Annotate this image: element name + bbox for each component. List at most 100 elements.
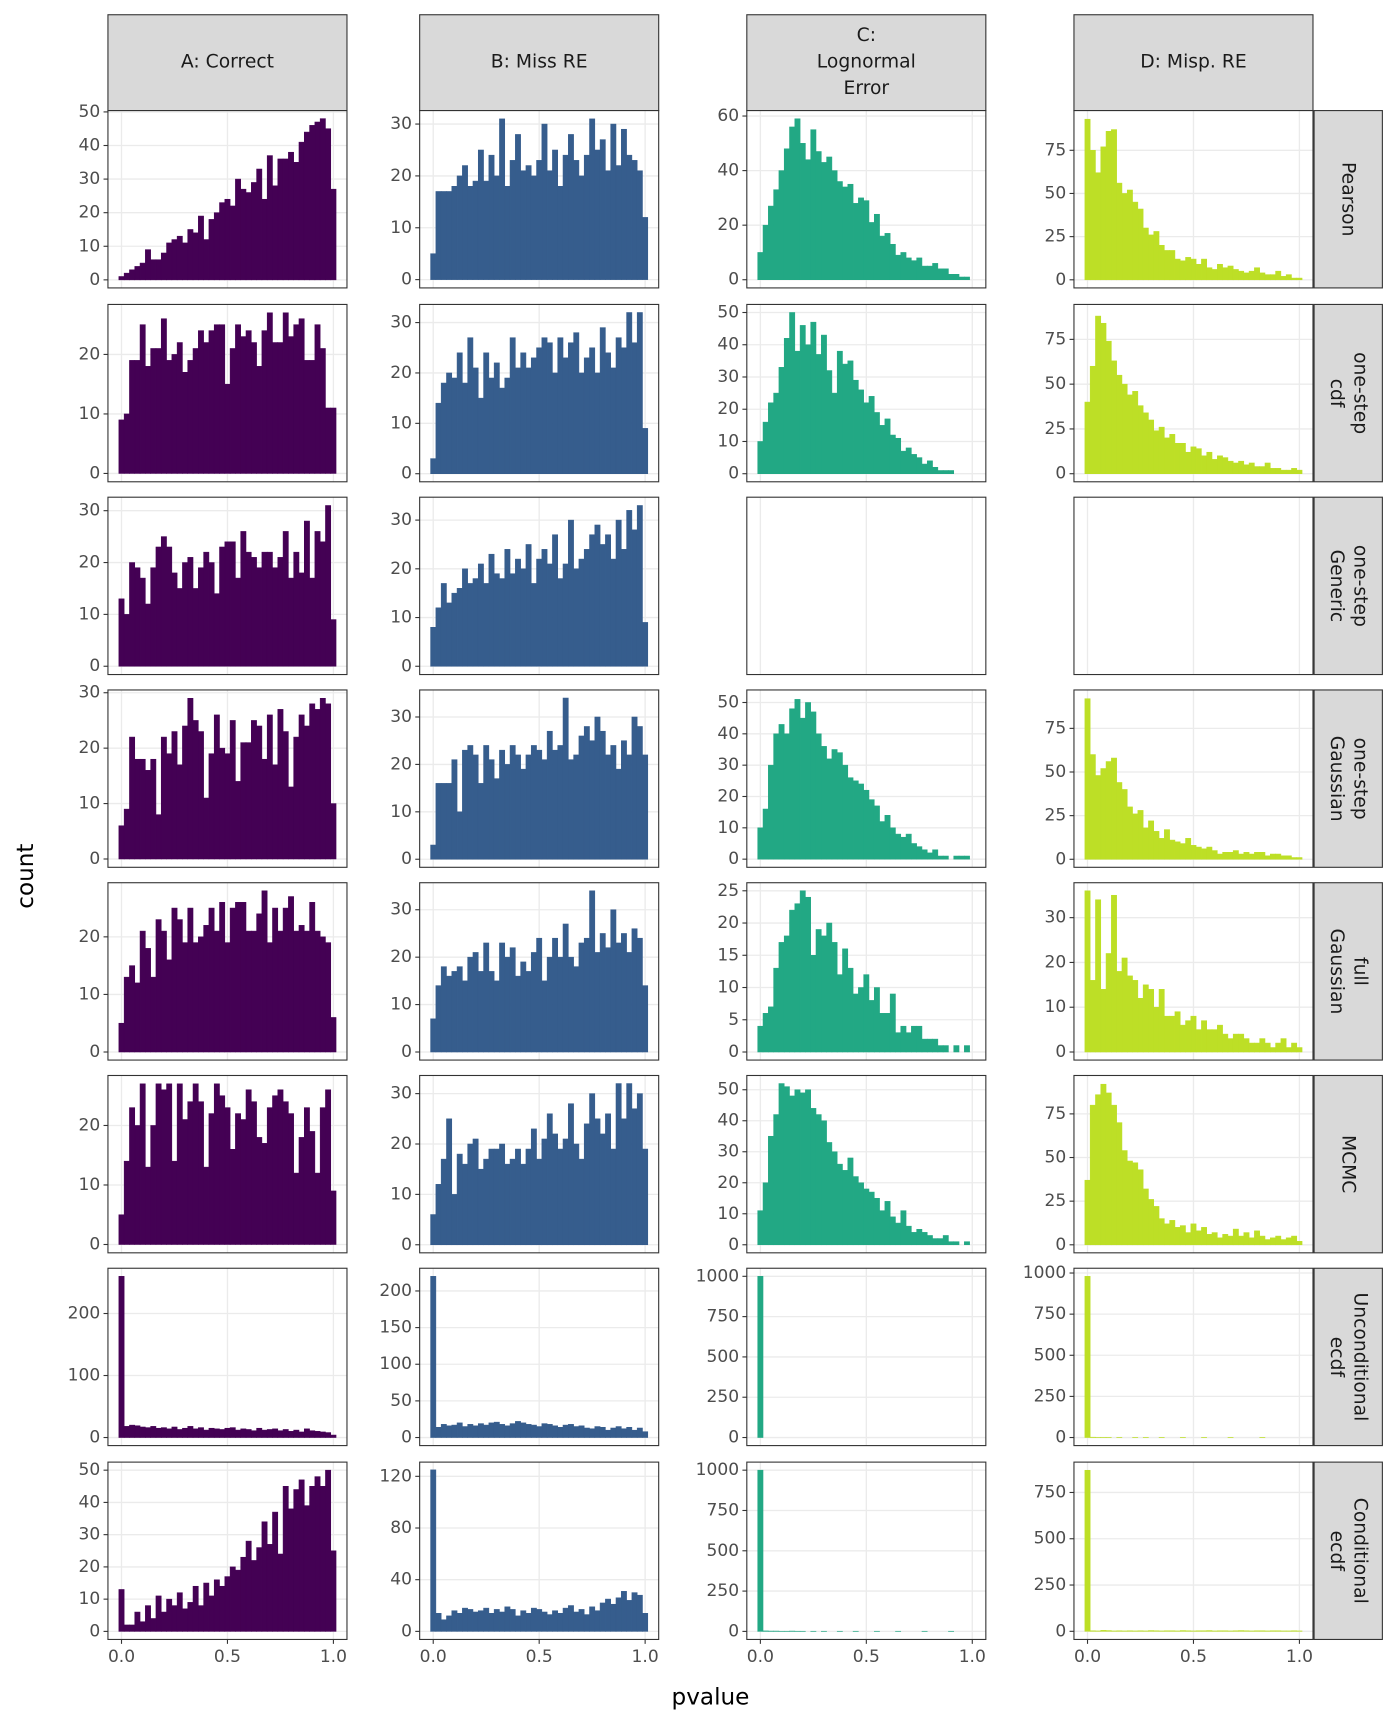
histogram-bar — [1280, 1239, 1287, 1246]
histogram-bar — [1137, 1169, 1144, 1246]
histogram-bar — [621, 1591, 627, 1632]
histogram-bar — [541, 759, 548, 860]
histogram-bar — [562, 923, 569, 1053]
y-tick-label: 30 — [390, 900, 412, 920]
histogram-bar — [198, 215, 204, 281]
histogram-bar — [139, 324, 146, 474]
panel-border — [107, 110, 348, 289]
y-tick-label: 10 — [390, 608, 412, 628]
histogram-bar — [187, 360, 194, 474]
histogram-bar — [1105, 340, 1112, 474]
histogram-bar — [303, 930, 310, 1053]
histogram-bar — [879, 821, 886, 860]
histogram-bar — [462, 1163, 468, 1246]
histogram-bar — [599, 1602, 606, 1632]
histogram-bar — [446, 975, 453, 1053]
histogram-bar — [900, 252, 907, 281]
histogram-bar — [483, 1158, 490, 1246]
histogram-bar — [615, 165, 622, 280]
histogram-bar — [499, 1143, 506, 1246]
histogram-bar — [589, 347, 596, 474]
histogram-bar — [166, 546, 173, 667]
histogram-bar — [256, 725, 263, 860]
histogram-bar — [1179, 260, 1186, 281]
histogram-bar — [145, 1427, 151, 1438]
histogram-bar — [298, 925, 305, 1053]
histogram-bar — [905, 833, 912, 860]
histogram-bar — [504, 956, 511, 1053]
histogram-bar — [483, 1424, 490, 1438]
histogram-bar — [815, 1114, 822, 1246]
histogram-bar — [171, 572, 178, 667]
histogram-bar — [937, 268, 944, 281]
histogram-bar — [1296, 1241, 1303, 1246]
histogram-bar — [123, 413, 130, 474]
histogram-bar — [166, 959, 173, 1053]
histogram-bar — [757, 1276, 764, 1438]
histogram-bar — [192, 1585, 199, 1632]
histogram-bar — [1222, 1033, 1229, 1053]
histogram-bar — [240, 188, 247, 281]
histogram-bar — [266, 1544, 273, 1632]
histogram-bar — [1254, 1042, 1260, 1053]
histogram-bar — [1227, 265, 1234, 281]
histogram-bar — [330, 188, 337, 281]
histogram-bar — [477, 397, 484, 474]
histogram-bar — [948, 470, 955, 474]
histogram-bar — [462, 568, 468, 667]
histogram-bar — [129, 360, 136, 474]
histogram-bar — [884, 815, 891, 860]
histogram-bar — [621, 740, 627, 860]
column-strip-label: A: Correct — [181, 52, 274, 73]
histogram-bar — [868, 799, 875, 860]
histogram-bar — [208, 562, 215, 667]
histogram-bar — [213, 930, 220, 1053]
histogram-bar — [626, 510, 633, 667]
panel-border — [107, 303, 348, 483]
histogram-bar — [176, 1083, 183, 1245]
y-tick-label: 40 — [717, 335, 739, 355]
histogram-bar — [483, 942, 490, 1053]
histogram-bar — [552, 1133, 558, 1246]
histogram-bar — [1100, 989, 1107, 1053]
histogram-bar — [160, 318, 167, 474]
histogram-bar — [768, 1135, 774, 1246]
histogram-bar — [118, 276, 125, 281]
histogram-bar — [1126, 975, 1133, 1053]
histogram-bar — [762, 1013, 769, 1053]
histogram-bar — [451, 186, 458, 280]
histogram-bar — [926, 1235, 933, 1246]
histogram-bar — [219, 902, 226, 1053]
histogram-bar — [1174, 1011, 1181, 1053]
histogram-bar — [256, 567, 263, 667]
histogram-bar — [557, 578, 564, 667]
row-strip-label: Conditional — [1349, 1498, 1370, 1604]
y-tick-label: 500 — [1034, 1529, 1067, 1549]
histogram-bar — [626, 952, 633, 1053]
histogram-bar — [203, 1582, 210, 1632]
histogram-bar — [504, 186, 511, 280]
histogram-bar — [530, 745, 537, 860]
histogram-bar — [187, 1426, 194, 1438]
histogram-bar — [642, 622, 649, 667]
histogram-bar — [1270, 853, 1276, 860]
y-tick-label: 750 — [1034, 1482, 1067, 1502]
histogram-bar — [964, 1241, 970, 1246]
histogram-bar — [858, 389, 864, 474]
histogram-bar — [462, 749, 468, 860]
histogram-bar — [1232, 850, 1239, 860]
histogram-bar — [1275, 270, 1282, 281]
histogram-bar — [477, 783, 484, 860]
histogram-bar — [245, 330, 252, 474]
histogram-bar — [240, 1556, 247, 1632]
histogram-bar — [303, 1428, 310, 1438]
histogram-bar — [1105, 1630, 1112, 1632]
histogram-bar — [493, 980, 500, 1053]
histogram-bar — [842, 764, 849, 860]
histogram-bar — [810, 1108, 817, 1246]
histogram-bar — [298, 1137, 305, 1245]
histogram-bar — [1248, 853, 1255, 860]
histogram-bar — [541, 549, 548, 667]
histogram-bar — [573, 568, 580, 667]
